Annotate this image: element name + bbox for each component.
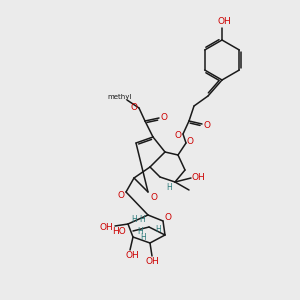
- Text: H: H: [140, 232, 146, 242]
- Text: HO: HO: [112, 226, 126, 236]
- Text: O: O: [160, 113, 167, 122]
- Text: O: O: [164, 214, 172, 223]
- Text: O: O: [151, 193, 158, 202]
- Text: OH: OH: [191, 173, 205, 182]
- Text: OH: OH: [217, 17, 231, 26]
- Text: OH: OH: [145, 257, 159, 266]
- Text: O: O: [187, 137, 194, 146]
- Text: O: O: [130, 103, 137, 112]
- Text: O: O: [203, 121, 211, 130]
- Text: OH: OH: [99, 224, 113, 232]
- Text: H: H: [139, 215, 145, 224]
- Text: O: O: [118, 190, 124, 200]
- Text: H: H: [131, 214, 137, 224]
- Text: H: H: [155, 226, 161, 235]
- Text: OH: OH: [125, 251, 139, 260]
- Text: H: H: [137, 226, 143, 236]
- Text: O: O: [175, 131, 182, 140]
- Text: H: H: [166, 184, 172, 193]
- Text: methyl: methyl: [108, 94, 132, 100]
